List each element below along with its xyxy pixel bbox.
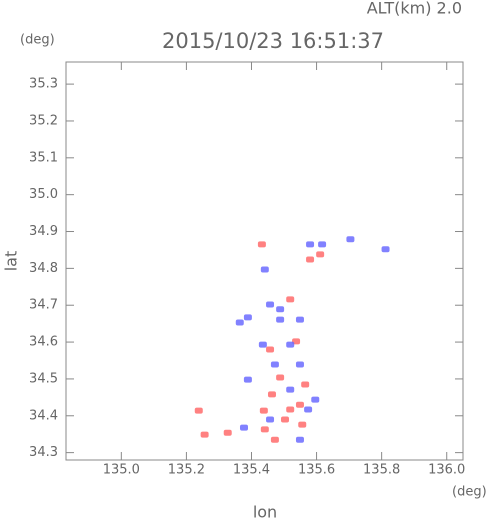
echo-cell [311, 396, 320, 403]
echo-cell [295, 401, 304, 408]
echo-cell [270, 361, 279, 368]
echo-cell [267, 391, 276, 398]
y-tick-label: 34.8 [29, 261, 58, 276]
echo-cell [200, 431, 209, 438]
echo-cell [258, 341, 267, 348]
echo-cell [306, 256, 315, 263]
x-tick-label: 135.4 [233, 463, 270, 478]
echo-cell [381, 246, 390, 253]
y-tick-label: 34.6 [29, 335, 58, 350]
echo-cell [276, 316, 285, 323]
echo-cell [286, 386, 295, 393]
echo-cell [286, 296, 295, 303]
y-tick-label: 35.1 [29, 150, 58, 165]
altitude-label: ALT(km) 2.0 [367, 0, 462, 18]
x-tick-label: 135.8 [363, 463, 400, 478]
echo-cell [266, 346, 275, 353]
echo-cell [286, 341, 295, 348]
y-tick-label: 34.3 [29, 445, 58, 460]
echo-cell [239, 424, 248, 431]
x-axis-label: lon [253, 503, 277, 521]
x-tick-label: 135.2 [168, 463, 205, 478]
echo-cell [298, 421, 307, 428]
y-tick-label: 34.4 [29, 408, 58, 423]
echo-cell [306, 241, 315, 248]
plot-frame [65, 61, 464, 461]
echo-cell [292, 338, 301, 345]
echo-cell [286, 406, 295, 413]
echo-cell [318, 241, 327, 248]
chart-title: 2015/10/23 16:51:37 [162, 29, 384, 53]
echo-cell [276, 374, 285, 381]
echo-cell [259, 407, 268, 414]
y-tick-label: 35.0 [29, 187, 58, 202]
y-tick-label: 34.7 [29, 298, 58, 313]
echo-cell [194, 407, 203, 414]
echo-cell [270, 436, 279, 443]
x-tick-label: 135.0 [103, 463, 140, 478]
echo-cell [266, 301, 275, 308]
y-unit: (deg) [20, 33, 55, 48]
echo-cell [281, 416, 290, 423]
echo-cell [235, 319, 244, 326]
echo-cell [295, 436, 304, 443]
echo-cell [257, 241, 266, 248]
echo-cell [304, 406, 313, 413]
y-axis-label: lat [2, 251, 21, 272]
y-tick-label: 34.9 [29, 224, 58, 239]
x-unit: (deg) [452, 485, 487, 500]
echo-cell [346, 236, 355, 243]
echo-cell [316, 251, 325, 258]
echo-cell [266, 416, 275, 423]
echo-cell [301, 381, 310, 388]
echo-cell [243, 314, 252, 321]
echo-cell [295, 316, 304, 323]
echo-cell [260, 266, 269, 273]
y-tick-label: 34.5 [29, 371, 58, 386]
echo-cell [223, 429, 232, 436]
y-tick-label: 35.2 [29, 113, 58, 128]
y-tick-label: 35.3 [29, 77, 58, 92]
x-tick-label: 136.0 [428, 463, 465, 478]
x-tick-label: 135.6 [298, 463, 335, 478]
echo-cell [295, 361, 304, 368]
echo-cell [276, 306, 285, 313]
echo-cell [260, 426, 269, 433]
echo-cell [243, 376, 252, 383]
